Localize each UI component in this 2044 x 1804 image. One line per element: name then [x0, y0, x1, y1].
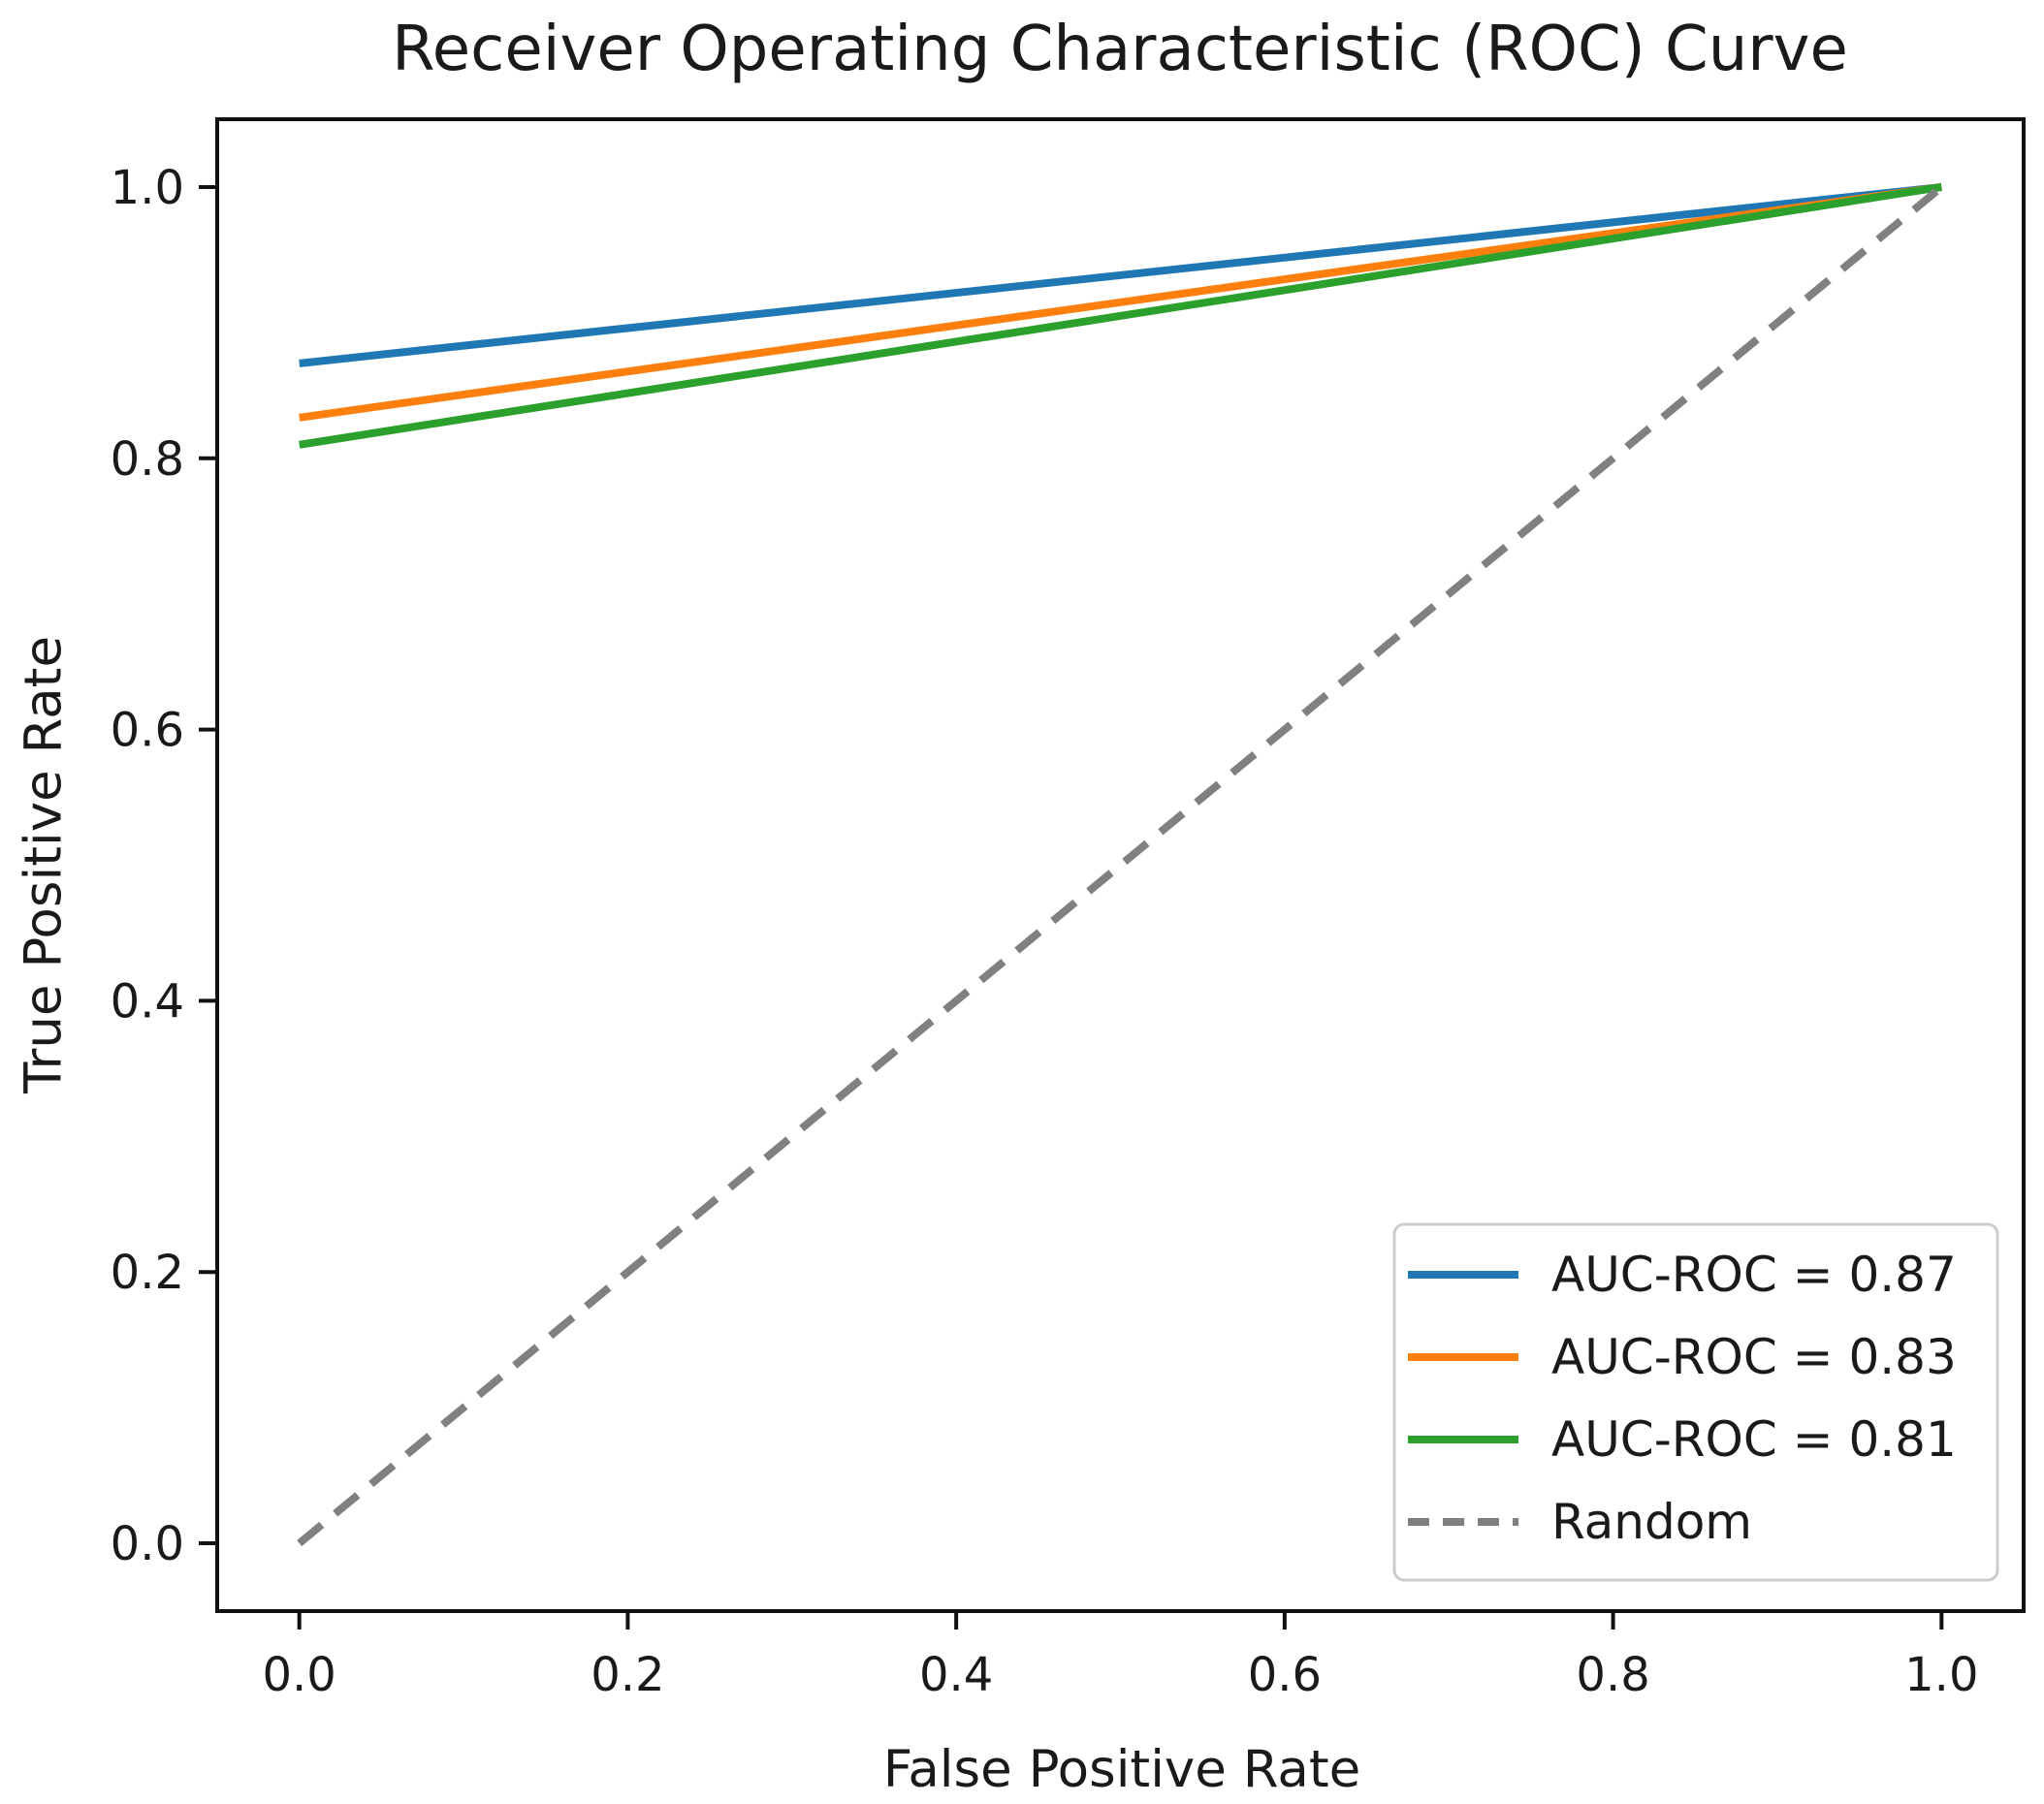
x-tick-label: 1.0 — [1904, 1648, 1978, 1702]
x-tick-label: 0.6 — [1248, 1648, 1322, 1702]
x-tick-label: 0.0 — [263, 1648, 336, 1702]
x-tick-label: 0.4 — [919, 1648, 993, 1702]
legend-label: Random — [1551, 1494, 1752, 1550]
x-axis-label: False Positive Rate — [882, 1740, 1361, 1799]
y-tick-label: 1.0 — [111, 161, 184, 215]
y-tick-label: 0.2 — [111, 1246, 184, 1300]
random-baseline — [297, 183, 1944, 1547]
y-tick-label: 0.0 — [111, 1517, 184, 1571]
x-tick-label: 0.8 — [1576, 1648, 1649, 1702]
legend-box — [1392, 1222, 1999, 1582]
y-tick-label: 0.8 — [111, 432, 184, 487]
y-tick-label: 0.4 — [111, 974, 184, 1029]
roc-curve — [299, 182, 1942, 422]
x-tick-label: 0.2 — [591, 1648, 664, 1702]
legend-label: AUC-ROC = 0.81 — [1551, 1411, 1957, 1468]
legend-label: AUC-ROC = 0.87 — [1551, 1247, 1957, 1303]
roc-curve — [299, 183, 1942, 449]
roc-curve — [299, 182, 1942, 367]
y-tick-label: 0.6 — [111, 704, 184, 758]
legend-label: AUC-ROC = 0.83 — [1551, 1329, 1957, 1385]
chart-title: Receiver Operating Characteristic (ROC) … — [392, 14, 1848, 85]
axes-frame — [215, 117, 2026, 1613]
